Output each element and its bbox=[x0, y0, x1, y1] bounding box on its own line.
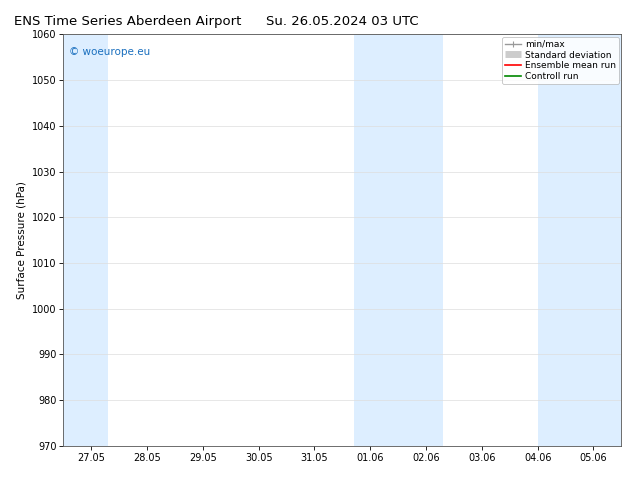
Text: © woeurope.eu: © woeurope.eu bbox=[69, 47, 150, 57]
Bar bbox=[538, 34, 621, 446]
Legend: min/max, Standard deviation, Ensemble mean run, Controll run: min/max, Standard deviation, Ensemble me… bbox=[502, 37, 619, 84]
Bar bbox=[354, 34, 443, 446]
Bar bbox=[63, 34, 108, 446]
Text: Su. 26.05.2024 03 UTC: Su. 26.05.2024 03 UTC bbox=[266, 15, 419, 28]
Y-axis label: Surface Pressure (hPa): Surface Pressure (hPa) bbox=[16, 181, 26, 299]
Text: ENS Time Series Aberdeen Airport: ENS Time Series Aberdeen Airport bbox=[13, 15, 241, 28]
